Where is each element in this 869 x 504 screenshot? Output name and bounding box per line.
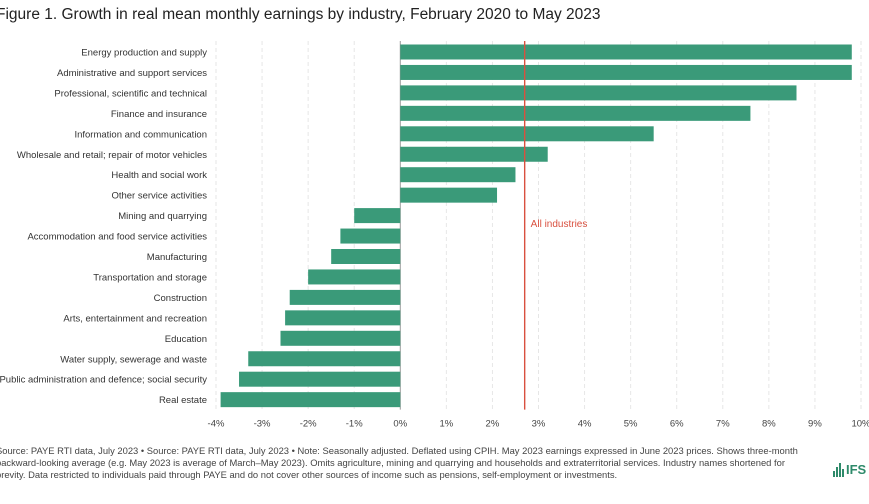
bar — [248, 351, 401, 367]
bar — [400, 126, 654, 142]
x-tick-label: -4% — [208, 419, 225, 430]
category-label: Construction — [154, 293, 207, 304]
x-tick-label: -1% — [346, 419, 363, 430]
category-label-layer: Energy production and supply Administrati… — [0, 48, 207, 407]
bar — [400, 146, 548, 162]
category-label: Arts, entertainment and recreation — [63, 313, 207, 324]
x-tick-label: 10% — [851, 419, 869, 430]
category-label: Energy production and supply — [81, 48, 207, 59]
x-tick-label: 0% — [393, 419, 407, 430]
bar-layer — [220, 44, 852, 408]
category-label: Real estate — [159, 395, 207, 406]
category-label: Water supply, sewerage and waste — [60, 354, 207, 365]
category-label: Transportation and storage — [93, 272, 207, 283]
x-tick-label: 3% — [532, 419, 546, 430]
bar — [220, 392, 401, 408]
x-tick-layer: -4% -3% -2% -1% 0% 1% 2% 3% 4% 5% 6% 7% 8% 9% 10% — [208, 419, 869, 430]
category-label: Information and communication — [74, 129, 207, 140]
category-label: Education — [165, 334, 207, 345]
x-tick-label: 1% — [439, 419, 453, 430]
all-industries-label: All industries — [531, 219, 588, 230]
bar-chart: All industries Energy production and sup… — [0, 41, 869, 430]
x-tick-label: 4% — [578, 419, 592, 430]
bar — [331, 249, 401, 264]
chart-title: Figure 1. Growth in real mean monthly ea… — [0, 6, 601, 23]
x-tick-label: 5% — [624, 419, 638, 430]
category-label: Manufacturing — [147, 252, 207, 263]
category-label: Mining and quarrying — [118, 211, 207, 222]
reference-layer: All industries — [523, 41, 588, 410]
bar — [340, 228, 401, 244]
category-label: Health and social work — [111, 170, 207, 181]
x-tick-label: 6% — [670, 419, 684, 430]
bar — [400, 64, 852, 80]
category-label: Public administration and defence; socia… — [0, 375, 207, 386]
category-label: Accommodation and food service activitie… — [27, 232, 207, 243]
grid-layer — [215, 41, 862, 410]
x-tick-label: 8% — [762, 419, 776, 430]
bar — [400, 105, 751, 121]
category-label: Wholesale and retail; repair of motor ve… — [17, 150, 207, 161]
bar — [239, 371, 401, 387]
bar — [400, 44, 852, 60]
bar — [308, 269, 401, 285]
x-tick-label: 9% — [808, 419, 822, 430]
source-note: Source: PAYE RTI data, July 2023 • Sourc… — [0, 445, 798, 480]
bar — [354, 208, 401, 224]
ifs-logo-icon — [833, 462, 845, 477]
category-label: Finance and insurance — [111, 109, 207, 120]
bar — [400, 167, 516, 183]
x-tick-label: -2% — [300, 419, 317, 430]
category-label: Administrative and support services — [57, 68, 207, 79]
bar — [280, 330, 401, 346]
x-tick-label: -3% — [254, 419, 271, 430]
x-tick-label: 2% — [486, 419, 500, 430]
category-label: Professional, scientific and technical — [54, 88, 207, 99]
bar — [400, 85, 797, 101]
category-label: Other service activities — [111, 191, 207, 202]
bar — [400, 187, 498, 203]
ifs-logo-text: IFS — [846, 462, 867, 477]
x-tick-label: 7% — [716, 419, 730, 430]
bar — [285, 310, 401, 326]
bar — [289, 289, 401, 305]
